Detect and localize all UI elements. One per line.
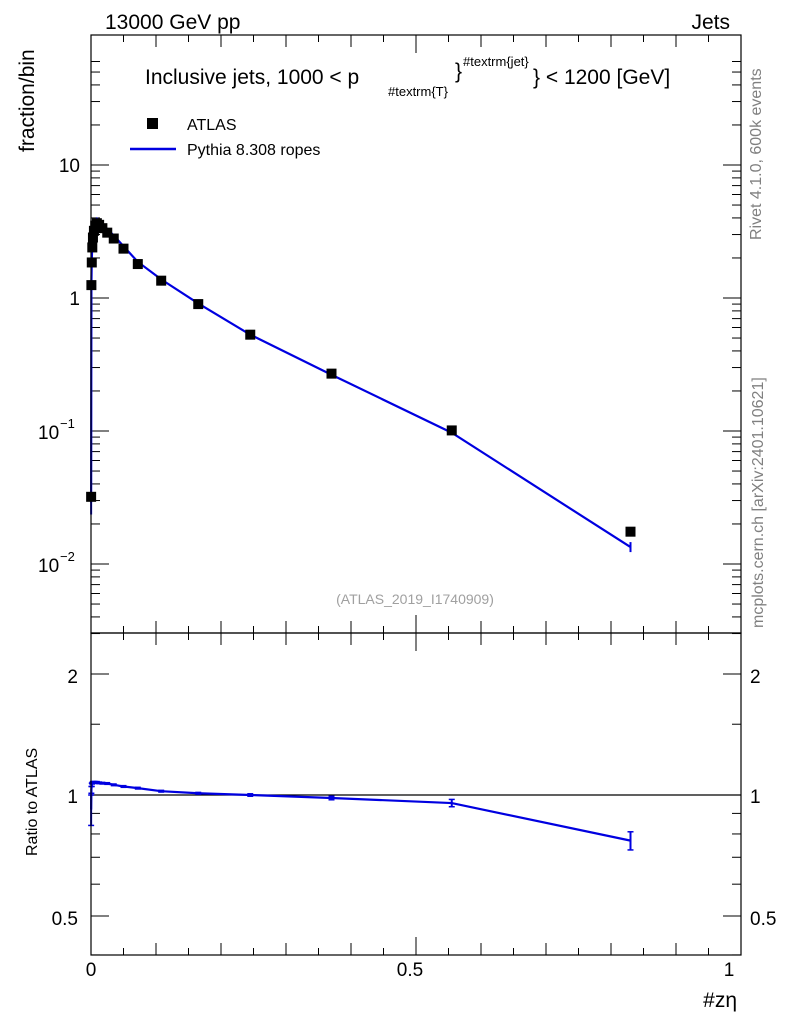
ytick-exp-0.01: −2 bbox=[60, 549, 75, 564]
title-suffix: } < 1200 [GeV] bbox=[533, 66, 670, 89]
ytick-exp-0.1: −1 bbox=[60, 416, 75, 431]
atlas-point bbox=[108, 233, 119, 244]
atlas-point bbox=[156, 275, 167, 286]
ratio-ytick-0.5-right: 0.5 bbox=[750, 909, 776, 930]
header-right: Jets bbox=[691, 11, 730, 34]
title-brace: } bbox=[455, 60, 462, 83]
ratio-frame bbox=[90, 632, 742, 956]
ratio-ytick-0.5: 0.5 bbox=[52, 909, 78, 930]
ytick-label-10: 10 bbox=[59, 156, 80, 177]
title-superscript: #textrm{jet} bbox=[463, 54, 529, 69]
legend-atlas-label: ATLAS bbox=[187, 117, 237, 134]
main-ylabel: fraction/bin bbox=[16, 49, 39, 152]
atlas-point bbox=[193, 299, 204, 310]
legend-atlas-marker bbox=[147, 118, 158, 129]
title-subscript: #textrm{T} bbox=[388, 84, 449, 99]
xaxis-label: #zη bbox=[703, 989, 737, 1012]
atlas-point bbox=[86, 257, 97, 268]
ratio-ytick-2: 2 bbox=[67, 667, 78, 688]
atlas-point bbox=[446, 425, 457, 436]
chart-title: Inclusive jets, 1000 < p bbox=[145, 66, 359, 89]
xtick-label-1: 1 bbox=[724, 960, 735, 981]
atlas-point bbox=[326, 368, 337, 379]
atlas-point bbox=[132, 259, 143, 270]
pythia-line bbox=[90, 217, 632, 549]
atlas-point bbox=[102, 227, 113, 238]
xtick-label-0.5: 0.5 bbox=[397, 960, 423, 981]
title-prefix: Inclusive jets, 1000 < p bbox=[145, 66, 359, 89]
analysis-watermark: (ATLAS_2019_I1740909) bbox=[336, 591, 494, 607]
atlas-point bbox=[625, 526, 636, 537]
atlas-point bbox=[88, 225, 99, 236]
atlas-point bbox=[87, 232, 98, 243]
legend-pythia-label: Pythia 8.308 ropes bbox=[187, 142, 320, 159]
main-series bbox=[86, 217, 636, 553]
ytick-label-1: 1 bbox=[69, 289, 80, 310]
ytick-label-0.1: 10 bbox=[38, 423, 59, 444]
xtick-label-0: 0 bbox=[86, 960, 97, 981]
ratio-series bbox=[88, 780, 741, 851]
atlas-point bbox=[87, 242, 98, 253]
atlas-point bbox=[245, 329, 256, 340]
ratio-line bbox=[90, 781, 631, 842]
mcplots-label: mcplots.cern.ch [arXiv:2401.10621] bbox=[750, 377, 767, 628]
rivet-label: Rivet 4.1.0, 600k events bbox=[748, 68, 765, 240]
ratio-ytick-1: 1 bbox=[67, 787, 78, 808]
atlas-point bbox=[118, 243, 129, 254]
ratio-ytick-2-right: 2 bbox=[750, 667, 761, 688]
ratio-ylabel: Ratio to ATLAS bbox=[24, 748, 41, 856]
axis-ticks bbox=[90, 35, 742, 956]
ratio-ytick-1-right: 1 bbox=[750, 787, 761, 808]
header-left: 13000 GeV pp bbox=[105, 11, 240, 34]
ytick-label-0.01: 10 bbox=[38, 556, 59, 577]
